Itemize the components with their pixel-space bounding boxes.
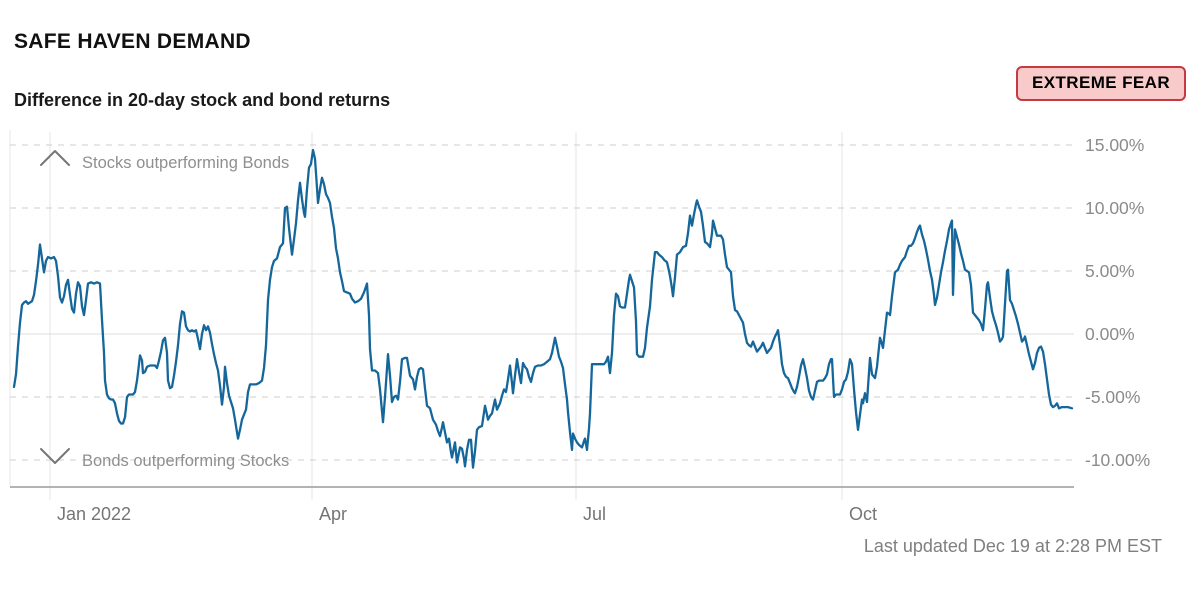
- x-axis-label: Jan 2022: [57, 504, 131, 524]
- fear-greed-status-badge: EXTREME FEAR: [1016, 66, 1186, 101]
- chevron-down-icon: [40, 448, 70, 464]
- y-axis-label: 10.00%: [1085, 198, 1144, 218]
- y-axis-label: -5.00%: [1085, 387, 1140, 407]
- last-updated-text: Last updated Dec 19 at 2:28 PM EST: [863, 536, 1162, 556]
- y-axis-label: -10.00%: [1085, 450, 1150, 470]
- chevron-up-icon: [40, 150, 70, 166]
- annotation-bonds-outperforming: Bonds outperforming Stocks: [82, 452, 289, 470]
- y-axis-label: 15.00%: [1085, 135, 1144, 155]
- x-axis-label: Jul: [583, 504, 606, 524]
- x-axis-label: Apr: [319, 504, 347, 524]
- y-axis-label: 5.00%: [1085, 261, 1135, 281]
- y-axis-label: 0.00%: [1085, 324, 1135, 344]
- x-axis-label: Oct: [849, 504, 877, 524]
- chart-subtitle: Difference in 20-day stock and bond retu…: [14, 90, 391, 110]
- page-title: SAFE HAVEN DEMAND: [14, 30, 251, 54]
- series-line: [12, 148, 1074, 469]
- annotation-stocks-outperforming: Stocks outperforming Bonds: [82, 154, 289, 172]
